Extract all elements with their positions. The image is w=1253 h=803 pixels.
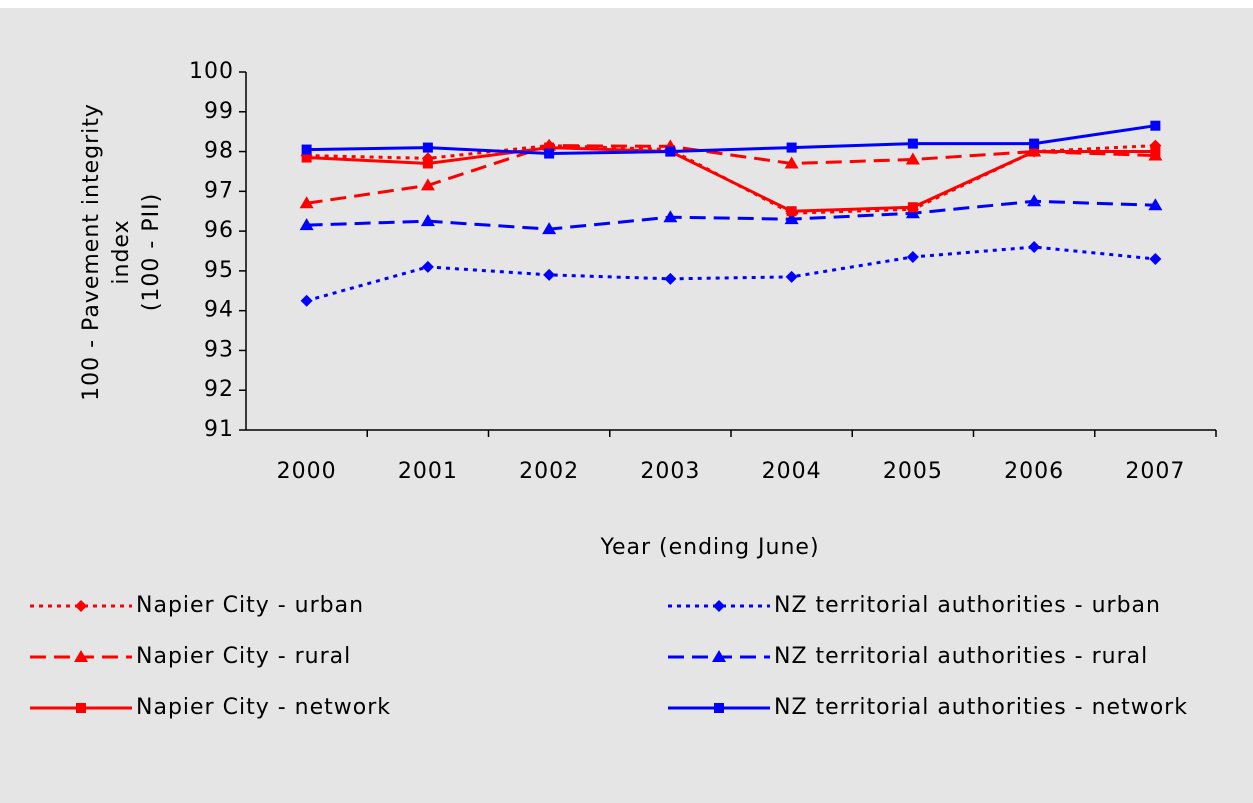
marker [422, 158, 433, 169]
marker [664, 272, 677, 285]
x-tick-label: 2003 [640, 459, 700, 484]
marker [1029, 138, 1040, 149]
y-tick-label: 92 [204, 377, 234, 402]
x-tick-label: 2005 [883, 459, 943, 484]
legend-label: NZ territorial authorities - urban [774, 593, 1161, 618]
legend-label: Napier City - urban [136, 593, 364, 618]
marker [1150, 146, 1161, 157]
x-axis-label: Year (ending June) [599, 535, 819, 560]
marker [301, 152, 312, 163]
marker [1027, 194, 1042, 207]
y-tick-label: 94 [204, 298, 234, 323]
series-line [306, 144, 1156, 205]
marker [785, 270, 798, 283]
y-axis-label: 100 - Pavement integrity index (100 - PI… [79, 103, 164, 401]
marker [542, 222, 557, 235]
x-tick-label: 2000 [277, 459, 337, 484]
marker [300, 294, 313, 307]
marker [712, 650, 726, 662]
marker [905, 152, 920, 165]
marker [420, 178, 435, 191]
marker [714, 703, 724, 713]
marker [420, 214, 435, 227]
x-tick-label: 2002 [519, 459, 579, 484]
marker [713, 600, 725, 612]
y-tick-label: 91 [204, 417, 234, 442]
marker [301, 144, 312, 155]
y-tick-label: 96 [204, 218, 234, 243]
marker [1149, 252, 1162, 265]
series-line [306, 124, 1156, 156]
x-tick-label: 2007 [1125, 459, 1185, 484]
marker [544, 142, 555, 153]
legend-label: Napier City - rural [136, 644, 351, 669]
marker [906, 250, 919, 263]
legend-label: Napier City - network [136, 695, 391, 720]
marker [784, 156, 799, 169]
series-line [306, 146, 1156, 213]
marker [786, 206, 797, 217]
x-tick-label: 2006 [1004, 459, 1064, 484]
y-axis-label-line: 100 - Pavement integrity [79, 103, 104, 401]
marker [299, 218, 314, 231]
marker [421, 260, 434, 273]
marker [422, 142, 433, 153]
marker [907, 138, 918, 149]
y-tick-label: 99 [204, 99, 234, 124]
marker [74, 650, 88, 662]
legend-label: NZ territorial authorities - network [774, 695, 1188, 720]
x-tick-label: 2004 [762, 459, 822, 484]
y-tick-label: 97 [204, 178, 234, 203]
marker [784, 212, 799, 225]
series-line [306, 199, 1156, 231]
marker [663, 210, 678, 223]
series-line [306, 245, 1156, 303]
y-tick-label: 95 [204, 258, 234, 283]
x-tick-label: 2001 [398, 459, 458, 484]
y-axis-label-line: index [109, 219, 134, 284]
marker [1028, 241, 1041, 254]
chart-background [0, 8, 1253, 803]
marker [76, 703, 86, 713]
marker [786, 142, 797, 153]
marker [1029, 146, 1040, 157]
y-tick-label: 100 [189, 59, 234, 84]
marker [907, 202, 918, 213]
marker [543, 268, 556, 281]
y-tick-label: 93 [204, 337, 234, 362]
y-axis-label-line: (100 - PII) [139, 193, 164, 311]
marker [665, 146, 676, 157]
marker [1148, 198, 1163, 211]
marker [75, 600, 87, 612]
marker [1150, 120, 1161, 131]
y-tick-label: 98 [204, 139, 234, 164]
marker [544, 148, 555, 159]
legend-label: NZ territorial authorities - rural [774, 644, 1148, 669]
marker [299, 196, 314, 209]
